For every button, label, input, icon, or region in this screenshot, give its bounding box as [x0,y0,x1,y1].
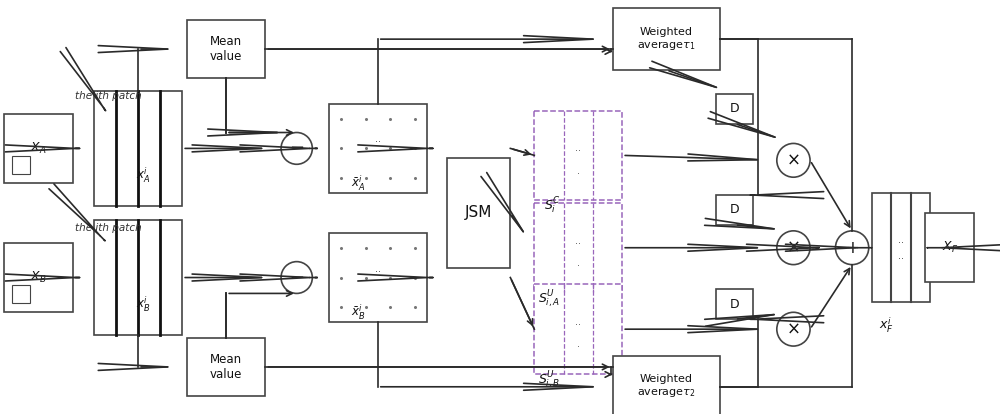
Text: $S_{i,B}^U$: $S_{i,B}^U$ [538,369,561,391]
Bar [329,104,427,193]
Text: .: . [577,258,580,268]
Bar [4,243,73,312]
Text: the ith patch: the ith patch [75,223,141,233]
Text: $x_A^i$: $x_A^i$ [136,166,150,185]
Bar [94,220,182,334]
Circle shape [777,312,810,346]
Text: .: . [577,339,580,349]
Bar [12,286,30,303]
Bar [187,20,265,78]
Bar [534,111,622,200]
Bar [534,284,622,374]
Bar [613,356,720,415]
Text: Mean
value: Mean value [210,35,242,63]
Circle shape [281,261,312,293]
Text: $X_A$: $X_A$ [30,141,47,156]
Bar [4,114,73,183]
Text: $S_{i,A}^U$: $S_{i,A}^U$ [538,288,561,310]
Text: $\bar{x}_B^i$: $\bar{x}_B^i$ [351,303,366,322]
Text: D: D [730,203,740,217]
Text: ×: × [786,151,800,169]
Bar [716,195,753,225]
Text: $X_F$: $X_F$ [942,240,958,255]
Bar [534,203,622,293]
Text: $\bar{x}_A^i$: $\bar{x}_A^i$ [351,173,366,193]
Bar [447,159,510,268]
Text: the ith patch: the ith patch [75,91,141,101]
Text: −: − [289,139,304,157]
Text: Weighted
average$\tau_2$: Weighted average$\tau_2$ [637,374,696,399]
Text: Mean
value: Mean value [210,353,242,381]
Text: ..: .. [375,264,381,273]
Text: ..: .. [375,134,381,144]
Text: .: . [577,166,580,176]
Circle shape [777,231,810,265]
Text: ×: × [786,320,800,338]
Text: ..: .. [575,236,581,246]
Text: ..: .. [898,235,904,245]
Text: ×: × [786,239,800,257]
Bar [329,233,427,322]
Text: D: D [730,102,740,115]
Circle shape [777,144,810,177]
Text: $S_i^C$: $S_i^C$ [544,196,561,216]
Text: Weighted
average$\tau_1$: Weighted average$\tau_1$ [637,27,696,51]
Bar [925,213,974,283]
Bar [12,156,30,174]
Text: ..: .. [575,143,581,153]
Bar [872,193,930,303]
Bar [716,289,753,319]
Bar [716,94,753,124]
Text: D: D [730,298,740,311]
Text: −: − [289,269,304,286]
Text: $x_B^i$: $x_B^i$ [136,295,150,314]
Bar [94,91,182,205]
Text: $X_B$: $X_B$ [30,270,47,285]
Text: JSM: JSM [465,205,492,220]
Bar [187,338,265,396]
Circle shape [835,231,869,265]
Circle shape [281,132,312,164]
Text: ..: .. [575,317,581,327]
Text: $x_F^i$: $x_F^i$ [879,315,894,334]
Text: +: + [845,239,859,257]
Text: ..: .. [898,251,904,261]
Bar [613,8,720,70]
